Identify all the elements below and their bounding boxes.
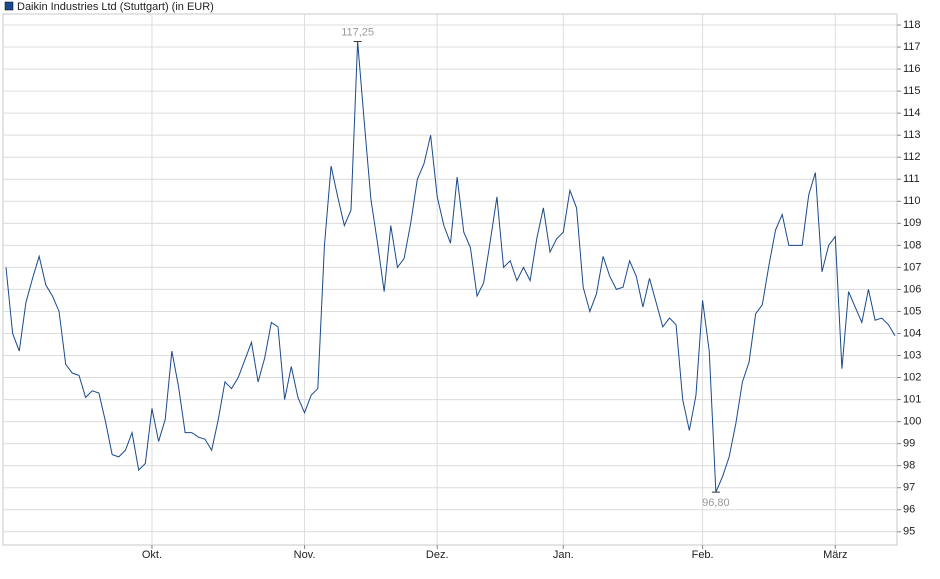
- y-tick-label: 114: [903, 107, 921, 119]
- y-tick-label: 109: [903, 217, 921, 229]
- y-tick-label: 99: [903, 438, 915, 450]
- x-tick-label: Dez.: [426, 549, 449, 561]
- value-label: 96,80: [702, 497, 730, 509]
- x-tick-label: Nov.: [294, 549, 316, 561]
- y-tick-label: 103: [903, 349, 921, 361]
- y-tick-label: 101: [903, 393, 921, 405]
- y-tick-label: 102: [903, 371, 921, 383]
- y-tick-label: 110: [903, 195, 921, 207]
- y-tick-label: 98: [903, 460, 915, 472]
- y-tick-label: 96: [903, 504, 915, 516]
- y-tick-label: 118: [903, 19, 921, 31]
- y-tick-label: 112: [903, 151, 921, 163]
- legend-swatch: [4, 1, 14, 11]
- y-tick-label: 104: [903, 327, 921, 339]
- legend-label: Daikin Industries Ltd (Stuttgart) (in EU…: [17, 1, 214, 13]
- x-tick-label: März: [823, 549, 847, 561]
- plot-frame: [2, 13, 898, 546]
- y-tick-label: 95: [903, 526, 915, 538]
- x-tick-label: Feb.: [692, 549, 714, 561]
- value-label: 117,25: [341, 26, 374, 38]
- y-tick-label: 105: [903, 305, 921, 317]
- price-line: [5, 41, 896, 493]
- y-tick-label: 111: [903, 173, 920, 185]
- y-tick-label: 108: [903, 239, 921, 251]
- y-tick-label: 107: [903, 261, 921, 273]
- y-tick-label: 106: [903, 283, 921, 295]
- y-tick-label: 100: [903, 416, 921, 428]
- y-tick-label: 97: [903, 482, 915, 494]
- y-tick-label: 113: [903, 129, 921, 141]
- y-tick-label: 116: [903, 63, 921, 75]
- x-tick-label: Jan.: [553, 549, 574, 561]
- x-tick-label: Okt.: [142, 549, 162, 561]
- y-tick-label: 115: [903, 85, 921, 97]
- y-tick-label: 117: [903, 41, 921, 53]
